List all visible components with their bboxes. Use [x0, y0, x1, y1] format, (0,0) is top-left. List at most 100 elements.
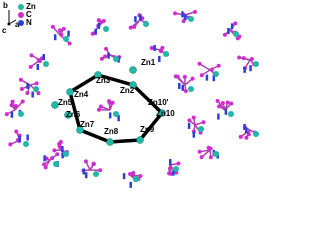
atom-c — [67, 41, 72, 46]
atom-n — [26, 134, 29, 141]
atom-n — [134, 16, 137, 23]
atom-c — [107, 99, 112, 104]
atom-label: Zn7 — [80, 120, 95, 129]
atom-c — [97, 107, 102, 112]
atom-c — [244, 135, 249, 140]
atom-n — [187, 122, 191, 129]
atom-n — [43, 155, 46, 162]
atom-c — [52, 148, 57, 153]
atom-zn — [66, 88, 74, 96]
atom-c — [4, 112, 9, 117]
atom-c — [201, 120, 206, 125]
atom-n — [53, 34, 57, 41]
atom-c — [110, 100, 115, 105]
atom-n — [122, 173, 126, 180]
atom-n — [129, 181, 132, 188]
atom-c — [57, 144, 62, 149]
atom-n — [94, 28, 97, 35]
atom-n — [10, 111, 14, 118]
atom-c — [128, 25, 133, 30]
atom-label: Zn5 — [58, 98, 73, 107]
atom-zn — [198, 126, 204, 132]
framework — [4, 9, 259, 188]
atom-c — [42, 162, 47, 167]
atom-c — [176, 161, 181, 166]
atom-n — [42, 54, 46, 61]
atom-c — [217, 104, 222, 109]
atom-zn — [158, 109, 166, 117]
atom-zn — [213, 151, 219, 157]
axis-label: a — [15, 20, 20, 29]
atom-c — [138, 173, 143, 178]
atom-c — [197, 61, 202, 66]
atom-n — [178, 82, 181, 89]
atom-c — [182, 74, 187, 79]
atom-c — [190, 76, 195, 81]
atom-c — [216, 63, 221, 68]
atom-c — [131, 171, 136, 176]
atom-zn — [129, 66, 137, 74]
atom-label: Zn2 — [120, 86, 135, 95]
atom-zn — [188, 16, 194, 22]
atom-n — [184, 14, 187, 21]
atom-c — [20, 99, 25, 104]
atom-n — [158, 55, 161, 62]
atom-zn — [188, 86, 194, 92]
atom-label: Zn1 — [141, 58, 156, 67]
atom-c — [160, 45, 165, 50]
atom-n — [108, 112, 112, 119]
ring-atoms — [51, 66, 166, 146]
atom-c — [183, 88, 188, 93]
atom-c — [173, 11, 178, 16]
atom-zn — [93, 171, 99, 177]
atom-c — [61, 26, 66, 31]
axis-label: c — [2, 26, 7, 35]
atom-c — [36, 91, 41, 96]
atom-label: Zn3 — [96, 76, 111, 85]
atom-n — [243, 123, 246, 130]
atom-n — [169, 159, 172, 166]
atom-c — [83, 159, 88, 164]
atom-c — [197, 149, 202, 154]
atom-c — [225, 100, 230, 105]
atom-c — [149, 46, 154, 51]
atom-zn — [23, 141, 29, 147]
atom-zn — [113, 111, 119, 117]
atom-c — [28, 64, 33, 69]
atom-n — [84, 172, 88, 179]
atom-c — [132, 24, 137, 29]
atom-n — [212, 75, 216, 82]
atom-zn — [233, 31, 239, 37]
atom-c — [18, 77, 23, 82]
atom-zn — [94, 71, 102, 79]
atom-n — [181, 84, 184, 91]
atom-c — [34, 81, 39, 86]
atom-n — [107, 52, 110, 59]
atom-zn — [136, 136, 144, 144]
atom-label: Zn10' — [148, 98, 169, 107]
atom-zn — [33, 86, 39, 92]
atom-c — [57, 28, 62, 33]
atom-zn — [106, 138, 114, 146]
atom-c — [55, 152, 60, 157]
atom-c — [222, 32, 227, 37]
atom-zn — [63, 151, 69, 157]
atom-n — [26, 82, 29, 89]
atom-label: Zn6 — [66, 110, 81, 119]
atom-c — [199, 73, 204, 78]
atom-c — [229, 101, 234, 106]
atom-c — [187, 118, 192, 123]
legend-label: N — [26, 18, 32, 27]
atom-zn — [53, 161, 59, 167]
atom-zn — [213, 71, 219, 77]
atom-c — [193, 9, 198, 14]
ring — [68, 73, 164, 144]
atom-n — [249, 65, 252, 72]
atom-n — [243, 66, 246, 73]
legend-swatch — [18, 20, 24, 26]
atom-n — [67, 30, 70, 37]
atom-c — [19, 87, 24, 92]
atom-c — [104, 46, 109, 51]
